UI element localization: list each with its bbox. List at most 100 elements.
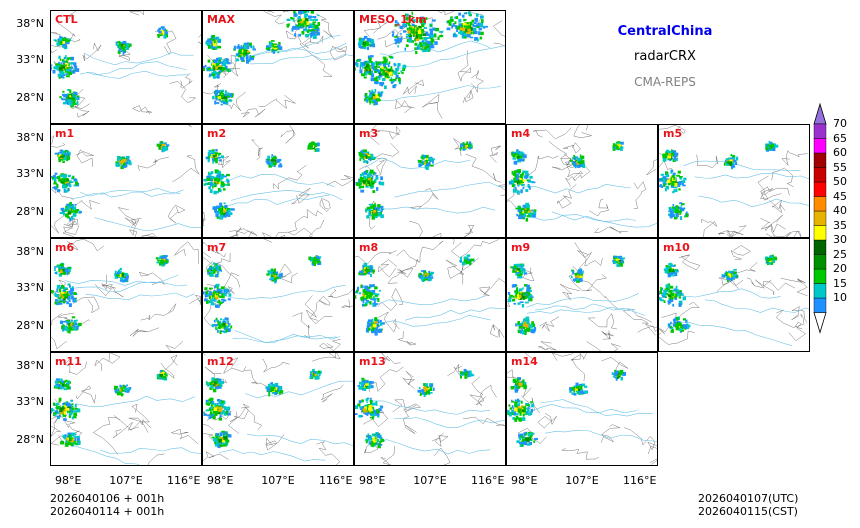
radar-map (51, 239, 201, 351)
lon-tick-label: 98°E (207, 474, 234, 487)
lon-tick-label: 98°E (55, 474, 82, 487)
colorbar-segment (813, 268, 827, 284)
panel-label: m13 (359, 355, 386, 368)
radar-map (507, 125, 657, 234)
panel-label: m5 (663, 127, 683, 140)
panel-max: MAX (202, 10, 354, 124)
lat-tick-label: 33°N (16, 53, 44, 67)
colorbar-level-label: 65 (833, 131, 847, 145)
colorbar-segment (813, 138, 827, 154)
panel-label: m14 (511, 355, 538, 368)
lon-tick-label: 116°E (623, 474, 657, 487)
colorbar-level-label: 15 (833, 276, 847, 290)
colorbar-level-label: 55 (833, 160, 847, 174)
panel-ctl: CTL (50, 10, 202, 124)
colorbar-segment (813, 181, 827, 197)
colorbar-level-label: 35 (833, 218, 847, 232)
radar-map (659, 245, 809, 347)
lon-tick-label: 116°E (471, 474, 505, 487)
panel-m4: m4 (506, 124, 658, 238)
panel-label: m12 (207, 355, 234, 368)
lat-tick-label: 33°N (16, 167, 44, 181)
colorbar-segment (813, 152, 827, 168)
radar-map (355, 239, 505, 346)
panel-label: m11 (55, 355, 82, 368)
lat-tick-label: 33°N (16, 395, 44, 409)
lat-tick-label: 33°N (16, 281, 44, 295)
colorbar-max-extension (813, 102, 827, 125)
panel-label: m2 (207, 127, 227, 140)
panel-m11: m11 (50, 352, 202, 466)
radar-map (203, 125, 353, 237)
panel-m10: m10 (658, 238, 810, 352)
lat-tick-label: 38°N (16, 244, 44, 258)
colorbar-level-label: 25 (833, 247, 847, 261)
lat-tick-label: 38°N (16, 130, 44, 144)
colorbar-level-label: 50 (833, 175, 847, 188)
lon-tick-label: 98°E (359, 474, 386, 487)
lat-tick-label: 28°N (16, 432, 44, 446)
valid-time-cst: 2026040115(CST) (698, 505, 798, 518)
colorbar-level-label: 70 (833, 117, 847, 130)
radar-map (203, 353, 353, 465)
colorbar-level-label: 40 (833, 204, 847, 217)
region-title: CentralChina (617, 24, 713, 39)
radar-map (355, 353, 505, 465)
radar-map (51, 125, 201, 237)
panel-label: MAX (207, 13, 235, 26)
colorbar-segment (813, 283, 827, 299)
colorbar-level-label: 10 (833, 291, 847, 304)
radar-map (507, 242, 657, 351)
lon-tick-label: 116°E (319, 474, 353, 487)
radar-map (659, 125, 809, 237)
panel-label: m6 (55, 241, 75, 254)
panel-m7: m7 (202, 238, 354, 352)
variable-name: radarCRX (634, 49, 696, 64)
panel-label: m9 (511, 241, 531, 254)
valid-time-utc: 2026040107(UTC) (698, 492, 799, 505)
lon-tick-label: 116°E (167, 474, 201, 487)
colorbar-segment (813, 239, 827, 255)
radar-map (51, 353, 201, 465)
colorbar-level-label: 20 (833, 262, 847, 275)
panel-label: m1 (55, 127, 75, 140)
lon-tick-label: 107°E (109, 474, 143, 487)
panel-label: m3 (359, 127, 379, 140)
lon-tick-label: 98°E (511, 474, 538, 487)
panel-label: m10 (663, 241, 690, 254)
lat-tick-label: 28°N (16, 204, 44, 218)
colorbar-segment (813, 123, 827, 139)
valid-time-block: 2026040107(UTC) 2026040115(CST) (698, 492, 798, 518)
model-name: CMA-REPS (634, 75, 696, 89)
colorbar-segment (813, 225, 827, 241)
lat-tick-label: 28°N (16, 318, 44, 332)
radar-map (355, 11, 505, 119)
colorbar-segment (813, 254, 827, 270)
panel-label: m7 (207, 241, 227, 254)
init-time-block: 2026040106 + 001h 2026040114 + 001h (50, 492, 164, 518)
colorbar-segment (813, 196, 827, 212)
lon-tick-label: 107°E (413, 474, 447, 487)
panel-label: m4 (511, 127, 531, 140)
panel-m6: m6 (50, 238, 202, 352)
radar-map (507, 353, 657, 465)
radar-map (203, 239, 353, 351)
init-time-utc: 2026040106 + 001h (50, 492, 165, 505)
panel-m2: m2 (202, 124, 354, 238)
colorbar-level-label: 30 (833, 233, 847, 246)
colorbar-min-extension (813, 312, 827, 334)
colorbar-segment (813, 297, 827, 313)
colorbar-level-label: 60 (833, 146, 847, 159)
radar-map (355, 125, 505, 237)
lon-tick-label: 107°E (261, 474, 295, 487)
panel-m3: m3 (354, 124, 506, 238)
colorbar-segment (813, 167, 827, 183)
panel-m9: m9 (506, 238, 658, 352)
lon-tick-label: 107°E (565, 474, 599, 487)
panel-label: MESO_1km (359, 13, 427, 26)
panel-m1: m1 (50, 124, 202, 238)
panel-label: m8 (359, 241, 379, 254)
panel-m13: m13 (354, 352, 506, 466)
colorbar-level-label: 45 (833, 189, 847, 203)
init-time-cst: 2026040114 + 001h (50, 505, 165, 518)
